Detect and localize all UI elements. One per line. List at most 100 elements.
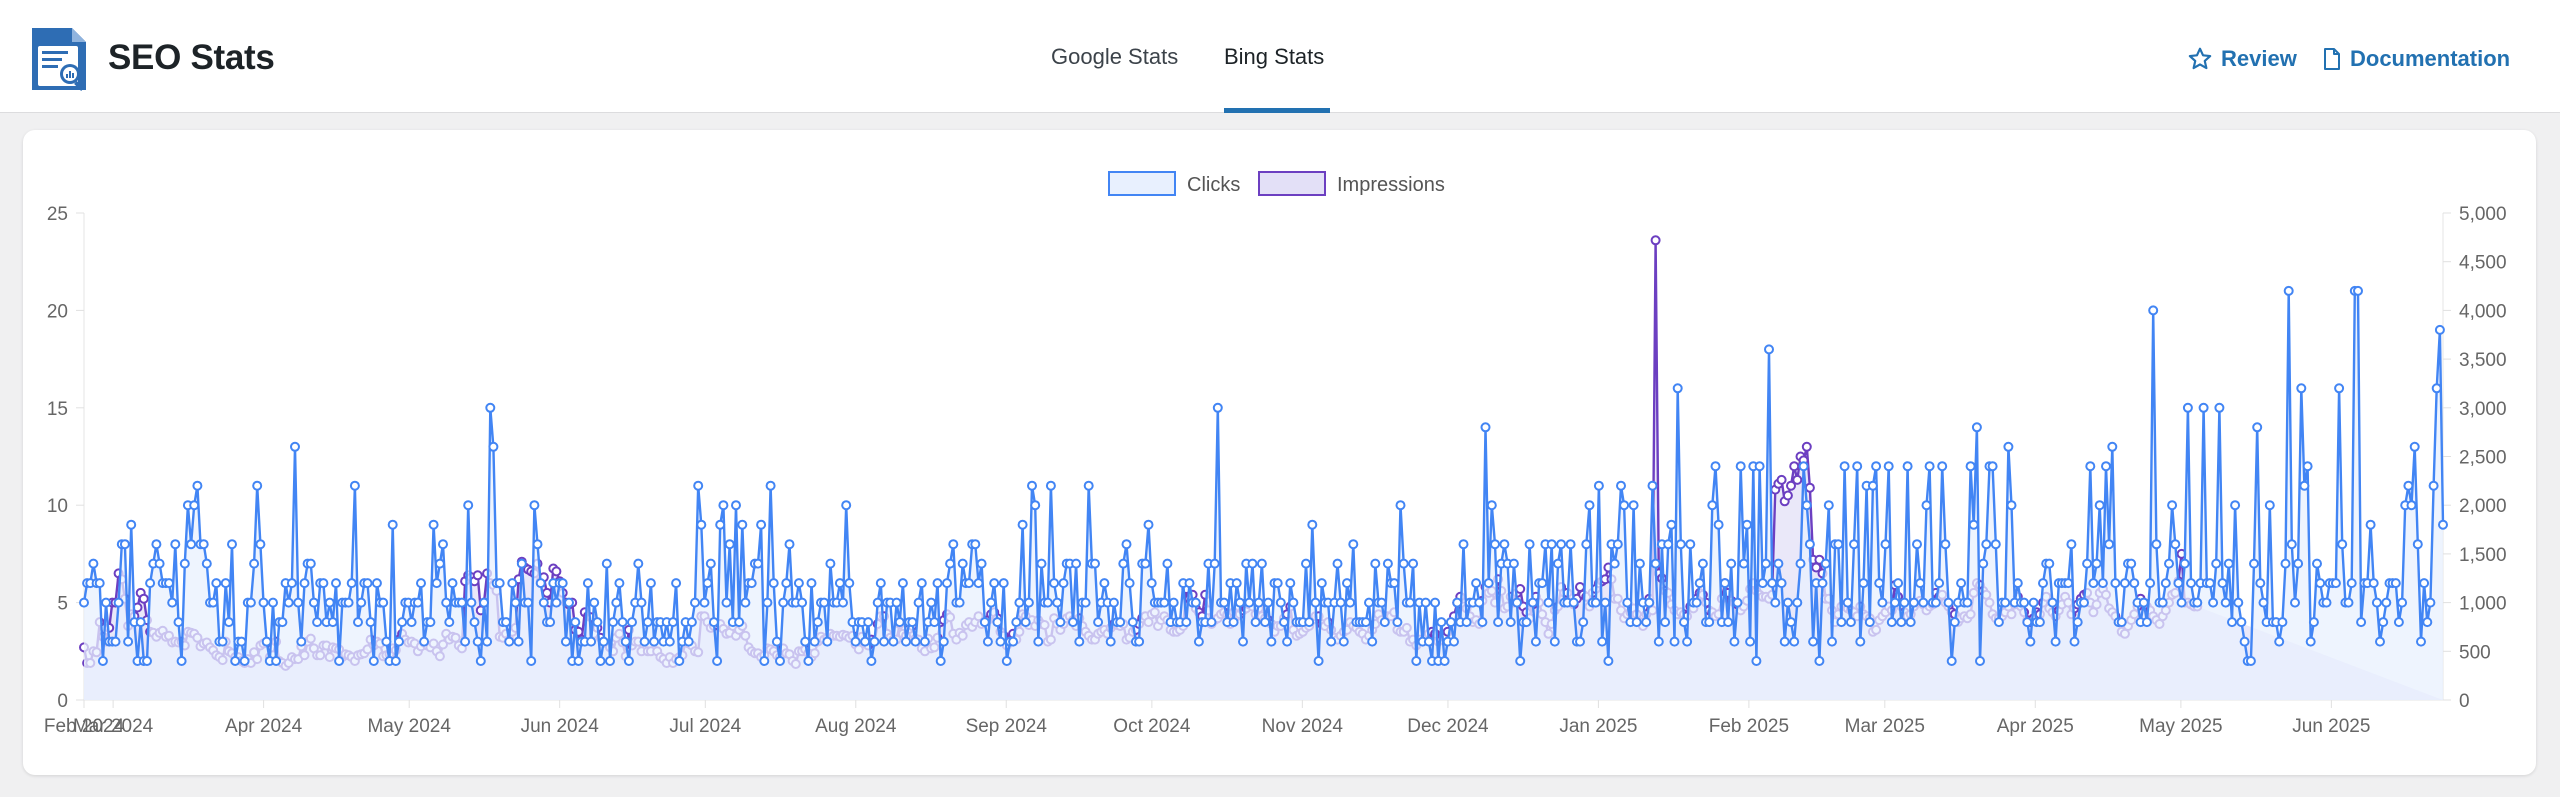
clicks-point	[2330, 578, 2341, 589]
clicks-point	[2050, 636, 2061, 647]
clicks-point	[1556, 539, 1567, 550]
clicks-point	[1527, 597, 1538, 608]
clicks-point	[1694, 578, 1705, 589]
clicks-point	[913, 597, 924, 608]
clicks-point	[1937, 461, 1948, 472]
y-right-tick-label: 5,000	[2459, 204, 2507, 225]
clicks-point	[1146, 578, 1157, 589]
clicks-point	[1127, 617, 1138, 628]
clicks-point	[1685, 539, 1696, 550]
legend-clicks-swatch	[1108, 171, 1176, 196]
clicks-point	[494, 578, 505, 589]
clicks-point	[2296, 383, 2307, 394]
clicks-point	[198, 539, 209, 550]
y-right-tick-label: 1,500	[2459, 545, 2507, 566]
clicks-point	[1134, 636, 1145, 647]
clicks-point	[1304, 617, 1315, 628]
clicks-point	[1603, 656, 1614, 666]
clicks-point	[954, 597, 965, 608]
clicks-point	[2208, 597, 2219, 608]
clicks-point	[2434, 324, 2445, 335]
clicks-point	[447, 578, 458, 589]
clicks-point	[819, 597, 830, 608]
clicks-point	[2233, 597, 2244, 608]
clicks-point	[1490, 539, 1500, 550]
clicks-point	[1581, 539, 1592, 550]
y-right-tick-label: 0	[2459, 691, 2470, 712]
clicks-point	[2066, 539, 2077, 550]
clicks-point	[1663, 539, 1674, 550]
clicks-point	[1682, 636, 1693, 647]
clicks-point	[1792, 597, 1803, 608]
clicks-point	[1033, 636, 1044, 647]
clicks-point	[1282, 636, 1293, 647]
clicks-point	[1823, 500, 1834, 511]
clicks-point	[516, 558, 527, 569]
clicks-point	[488, 441, 499, 452]
clicks-point	[715, 519, 726, 530]
clicks-point	[731, 500, 741, 511]
document-icon	[2324, 48, 2340, 70]
clicks-point	[724, 539, 735, 550]
clicks-point	[2126, 558, 2137, 569]
clicks-point	[1430, 597, 1441, 608]
clicks-point	[239, 656, 250, 666]
clicks-point	[1808, 636, 1819, 647]
clicks-point	[1833, 539, 1844, 550]
clicks-point	[2416, 636, 2426, 647]
clicks-point	[324, 597, 335, 608]
clicks-point	[1965, 461, 1976, 472]
clicks-point	[2431, 383, 2442, 394]
clicks-point	[217, 636, 228, 647]
x-tick-label: Feb 2025	[1709, 716, 1789, 737]
y-right-tick-label: 1,000	[2459, 594, 2507, 615]
clicks-point	[456, 597, 467, 608]
clicks-point	[327, 617, 338, 628]
clicks-point	[2419, 578, 2430, 589]
clicks-point	[589, 597, 600, 608]
clicks-point	[545, 617, 556, 628]
clicks-point	[1874, 578, 1885, 589]
clicks-point	[271, 656, 282, 666]
clicks-point	[2378, 617, 2389, 628]
clicks-point	[2264, 500, 2275, 511]
clicks-point	[834, 578, 845, 589]
clicks-point	[2025, 636, 2036, 647]
chart-legend: Clicks Impressions	[1108, 171, 1445, 196]
clicks-point	[1398, 558, 1409, 569]
clicks-point	[756, 519, 767, 530]
clicks-point	[778, 597, 789, 608]
clicks-point	[1027, 480, 1037, 491]
clicks-point	[970, 539, 981, 550]
clicks-point	[995, 636, 1006, 647]
clicks-point	[2245, 656, 2256, 666]
clicks-point	[564, 597, 574, 608]
clicks-point	[1370, 558, 1381, 569]
clicks-point	[1858, 578, 1869, 589]
clicks-point	[705, 558, 716, 569]
clicks-point	[406, 617, 417, 628]
clicks-point	[891, 597, 902, 608]
tab-google-stats[interactable]: Google Stats	[1051, 44, 1179, 69]
clicks-point	[2299, 480, 2310, 491]
clicks-point	[699, 597, 710, 608]
tab-bing-stats[interactable]: Bing Stats	[1224, 44, 1325, 69]
clicks-point	[1263, 597, 1274, 608]
clicks-point	[1672, 383, 1683, 394]
clicks-point	[1584, 500, 1595, 511]
clicks-point	[1842, 597, 1853, 608]
x-tick-label: Nov 2024	[1262, 716, 1344, 737]
y-right-tick-label: 4,000	[2459, 301, 2507, 322]
clicks-point	[1666, 519, 1677, 530]
clicks-point	[331, 578, 341, 589]
clicks-point	[1735, 461, 1746, 472]
impressions-point	[1789, 461, 1800, 472]
clicks-point	[844, 578, 855, 589]
impressions-point	[1650, 235, 1661, 246]
clicks-point	[1908, 597, 1919, 608]
clicks-point	[973, 578, 984, 589]
clicks-point	[249, 558, 260, 569]
top-bar: SEO Stats Google Stats Bing Stats Review…	[0, 0, 2560, 113]
clicks-point	[2406, 500, 2417, 511]
clicks-point	[79, 597, 89, 608]
